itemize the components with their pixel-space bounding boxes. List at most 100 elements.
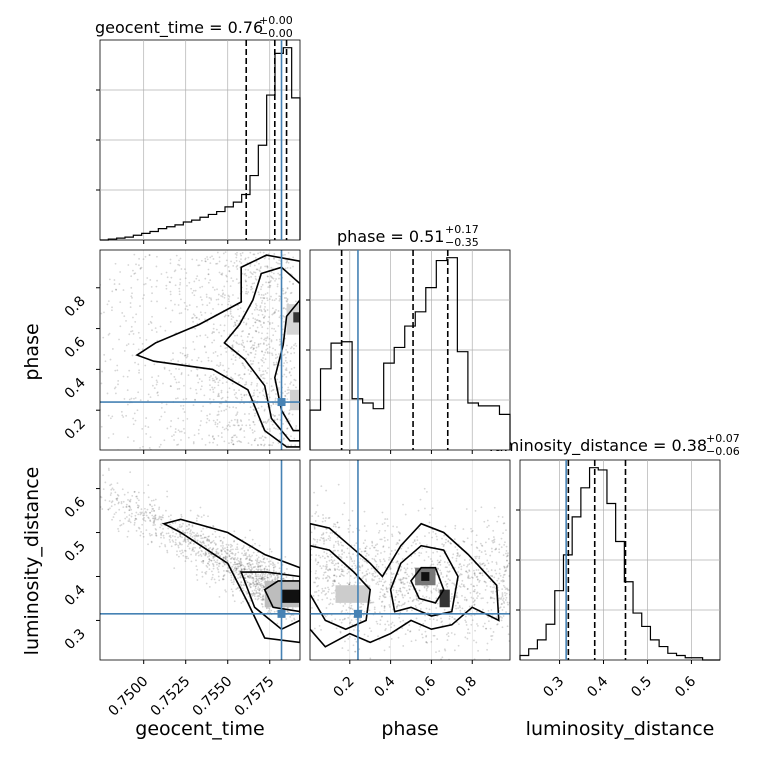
scatter-point <box>437 567 440 570</box>
scatter-point <box>486 559 489 562</box>
scatter-point <box>243 394 246 397</box>
scatter-point <box>232 265 235 267</box>
scatter-point <box>159 516 162 519</box>
scatter-point <box>453 618 456 620</box>
scatter-point <box>216 425 219 428</box>
scatter-point <box>257 395 259 398</box>
scatter-point <box>213 556 216 558</box>
scatter-point <box>201 438 204 440</box>
scatter-point <box>252 408 255 411</box>
scatter-point <box>262 421 265 423</box>
scatter-point <box>201 303 204 306</box>
scatter-point <box>189 530 192 533</box>
scatter-point <box>232 294 234 296</box>
scatter-point <box>289 292 292 295</box>
scatter-point <box>117 528 119 530</box>
scatter-point <box>261 373 264 376</box>
scatter-point <box>89 473 91 475</box>
scatter-point <box>107 467 110 470</box>
scatter-point <box>248 583 251 586</box>
scatter-point <box>363 550 366 553</box>
scatter-point <box>260 324 262 326</box>
scatter-point <box>205 351 207 354</box>
scatter-point <box>364 574 367 577</box>
scatter-point <box>446 639 449 641</box>
scatter-point <box>212 441 214 444</box>
scatter-point <box>217 410 220 413</box>
scatter-point <box>406 581 409 584</box>
scatter-point <box>421 600 424 603</box>
scatter-point <box>211 548 213 551</box>
scatter-point <box>490 596 493 599</box>
scatter-point <box>352 531 354 533</box>
scatter-point <box>260 568 263 571</box>
scatter-point <box>394 549 397 552</box>
scatter-point <box>272 403 275 405</box>
scatter-point <box>255 346 258 349</box>
scatter-point <box>170 359 173 362</box>
scatter-point <box>186 353 189 356</box>
scatter-point <box>265 349 268 351</box>
scatter-point <box>183 427 185 430</box>
scatter-point <box>391 621 394 624</box>
scatter-point <box>200 420 202 422</box>
scatter-point <box>491 597 494 599</box>
scatter-point <box>256 377 258 380</box>
scatter-point <box>234 334 236 337</box>
scatter-point <box>262 388 265 391</box>
scatter-point <box>264 351 267 354</box>
scatter-point <box>218 260 221 263</box>
scatter-point <box>286 260 288 263</box>
scatter-point <box>236 251 238 254</box>
scatter-point <box>204 571 207 574</box>
scatter-point <box>465 621 467 623</box>
scatter-point <box>478 572 481 575</box>
scatter-point <box>238 389 240 391</box>
scatter-point <box>493 576 496 579</box>
scatter-point <box>274 357 277 360</box>
scatter-point <box>290 374 292 377</box>
scatter-point <box>490 638 493 641</box>
scatter-point <box>505 552 507 555</box>
scatter-point <box>240 581 242 583</box>
scatter-point <box>93 450 95 452</box>
scatter-point <box>259 574 262 576</box>
scatter-point <box>232 563 235 566</box>
scatter-point <box>198 318 201 321</box>
scatter-point <box>327 586 329 589</box>
scatter-point <box>231 590 234 593</box>
scatter-point <box>406 573 409 576</box>
scatter-point <box>464 636 467 639</box>
scatter-point <box>399 569 402 572</box>
scatter-point <box>284 359 287 362</box>
scatter-point <box>221 295 224 298</box>
scatter-point <box>476 578 479 581</box>
scatter-point <box>224 251 227 254</box>
scatter-point <box>427 556 430 558</box>
scatter-point <box>192 441 195 443</box>
scatter-point <box>103 353 106 356</box>
scatter-point <box>114 369 117 372</box>
scatter-point <box>144 520 147 522</box>
scatter-point <box>232 443 235 446</box>
scatter-point <box>123 315 126 318</box>
scatter-point <box>110 483 113 486</box>
scatter-point <box>278 381 281 384</box>
scatter-point <box>218 535 221 538</box>
scatter-point <box>247 575 250 578</box>
scatter-point <box>192 404 195 407</box>
scatter-point <box>217 392 220 395</box>
scatter-point <box>234 554 236 557</box>
scatter-point <box>207 547 210 550</box>
scatter-point <box>201 575 204 578</box>
scatter-point <box>81 270 83 272</box>
scatter-point <box>346 547 349 550</box>
scatter-point <box>343 502 346 505</box>
density-cell <box>421 572 430 581</box>
scatter-point <box>208 441 211 444</box>
scatter-point <box>119 271 122 273</box>
scatter-point <box>189 529 192 532</box>
scatter-point <box>278 273 281 276</box>
scatter-point <box>137 513 140 516</box>
scatter-point <box>133 519 136 522</box>
